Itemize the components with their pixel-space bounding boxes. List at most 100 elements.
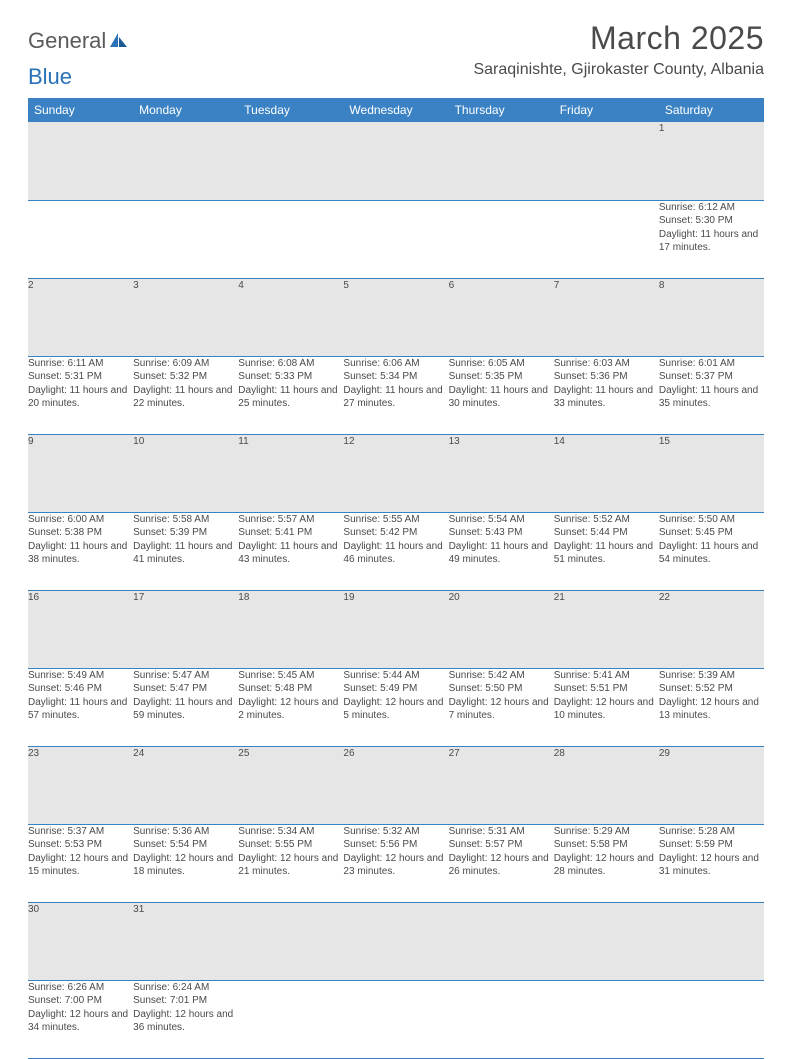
day-detail: Sunrise: 5:54 AMSunset: 5:43 PMDaylight:… <box>449 512 554 590</box>
sunrise-text: Sunrise: 5:57 AM <box>238 513 343 527</box>
sunrise-text: Sunrise: 6:24 AM <box>133 981 238 995</box>
sunset-text: Sunset: 5:31 PM <box>28 370 133 384</box>
daylight-text: Daylight: 12 hours and 26 minutes. <box>449 852 554 879</box>
sunrise-text: Sunrise: 5:31 AM <box>449 825 554 839</box>
day-number: 30 <box>28 902 133 980</box>
day-number <box>133 122 238 200</box>
day-detail: Sunrise: 5:57 AMSunset: 5:41 PMDaylight:… <box>238 512 343 590</box>
day-number: 13 <box>449 434 554 512</box>
location-subtitle: Saraqinishte, Gjirokaster County, Albani… <box>473 61 764 79</box>
day-detail <box>343 980 448 1058</box>
sunset-text: Sunset: 5:48 PM <box>238 682 343 696</box>
day-number: 12 <box>343 434 448 512</box>
daylight-text: Daylight: 11 hours and 30 minutes. <box>449 384 554 411</box>
day-number <box>238 122 343 200</box>
day-header: Thursday <box>449 98 554 122</box>
day-header: Saturday <box>659 98 764 122</box>
sunrise-text: Sunrise: 6:09 AM <box>133 357 238 371</box>
logo-sail-icon <box>109 28 131 54</box>
day-number: 31 <box>133 902 238 980</box>
day-detail: Sunrise: 5:45 AMSunset: 5:48 PMDaylight:… <box>238 668 343 746</box>
day-detail: Sunrise: 6:24 AMSunset: 7:01 PMDaylight:… <box>133 980 238 1058</box>
daylight-text: Daylight: 12 hours and 5 minutes. <box>343 696 448 723</box>
daylight-text: Daylight: 11 hours and 38 minutes. <box>28 540 133 567</box>
daylight-text: Daylight: 11 hours and 41 minutes. <box>133 540 238 567</box>
sunrise-text: Sunrise: 5:45 AM <box>238 669 343 683</box>
daylight-text: Daylight: 11 hours and 43 minutes. <box>238 540 343 567</box>
day-detail: Sunrise: 5:58 AMSunset: 5:39 PMDaylight:… <box>133 512 238 590</box>
daylight-text: Daylight: 12 hours and 21 minutes. <box>238 852 343 879</box>
day-detail: Sunrise: 6:01 AMSunset: 5:37 PMDaylight:… <box>659 356 764 434</box>
day-detail <box>554 980 659 1058</box>
sunset-text: Sunset: 5:58 PM <box>554 838 659 852</box>
sunset-text: Sunset: 5:42 PM <box>343 526 448 540</box>
day-number <box>554 902 659 980</box>
logo-text-1: General <box>28 28 106 53</box>
sunset-text: Sunset: 5:47 PM <box>133 682 238 696</box>
sunrise-text: Sunrise: 5:42 AM <box>449 669 554 683</box>
daylight-text: Daylight: 12 hours and 36 minutes. <box>133 1008 238 1035</box>
sunrise-text: Sunrise: 6:12 AM <box>659 201 764 215</box>
sunset-text: Sunset: 5:51 PM <box>554 682 659 696</box>
sunset-text: Sunset: 5:53 PM <box>28 838 133 852</box>
daylight-text: Daylight: 12 hours and 31 minutes. <box>659 852 764 879</box>
sunrise-text: Sunrise: 5:44 AM <box>343 669 448 683</box>
day-number: 22 <box>659 590 764 668</box>
daylight-text: Daylight: 12 hours and 34 minutes. <box>28 1008 133 1035</box>
day-number <box>659 902 764 980</box>
day-number: 15 <box>659 434 764 512</box>
day-detail: Sunrise: 5:39 AMSunset: 5:52 PMDaylight:… <box>659 668 764 746</box>
day-header: Wednesday <box>343 98 448 122</box>
daylight-text: Daylight: 12 hours and 13 minutes. <box>659 696 764 723</box>
sunset-text: Sunset: 5:46 PM <box>28 682 133 696</box>
sunset-text: Sunset: 5:50 PM <box>449 682 554 696</box>
day-detail <box>238 980 343 1058</box>
daylight-text: Daylight: 12 hours and 28 minutes. <box>554 852 659 879</box>
day-number: 29 <box>659 746 764 824</box>
day-number <box>449 902 554 980</box>
sunrise-text: Sunrise: 6:03 AM <box>554 357 659 371</box>
day-detail: Sunrise: 5:37 AMSunset: 5:53 PMDaylight:… <box>28 824 133 902</box>
sunrise-text: Sunrise: 5:28 AM <box>659 825 764 839</box>
day-detail <box>449 980 554 1058</box>
daylight-text: Daylight: 12 hours and 10 minutes. <box>554 696 659 723</box>
day-detail: Sunrise: 6:00 AMSunset: 5:38 PMDaylight:… <box>28 512 133 590</box>
daylight-text: Daylight: 11 hours and 25 minutes. <box>238 384 343 411</box>
day-number: 6 <box>449 278 554 356</box>
daylight-text: Daylight: 12 hours and 23 minutes. <box>343 852 448 879</box>
day-header: Sunday <box>28 98 133 122</box>
day-detail <box>343 200 448 278</box>
calendar-body: 1Sunrise: 6:12 AMSunset: 5:30 PM Daylight… <box>28 122 764 1058</box>
day-detail: Sunrise: 6:26 AMSunset: 7:00 PMDaylight:… <box>28 980 133 1058</box>
day-detail: Sunrise: 5:41 AMSunset: 5:51 PMDaylight:… <box>554 668 659 746</box>
daylight-text: Daylight: 11 hours and 46 minutes. <box>343 540 448 567</box>
day-number <box>343 902 448 980</box>
day-number: 1 <box>659 122 764 200</box>
day-number: 17 <box>133 590 238 668</box>
daylight-text: Daylight: 12 hours and 15 minutes. <box>28 852 133 879</box>
sunset-text: Sunset: 5:38 PM <box>28 526 133 540</box>
sunset-text: Sunset: 5:37 PM <box>659 370 764 384</box>
sunrise-text: Sunrise: 6:06 AM <box>343 357 448 371</box>
daylight-text: Daylight: 11 hours and 57 minutes. <box>28 696 133 723</box>
day-number <box>238 902 343 980</box>
sunset-text: Sunset: 5:44 PM <box>554 526 659 540</box>
day-number <box>343 122 448 200</box>
sunset-text: Sunset: 5:36 PM <box>554 370 659 384</box>
calendar-header-row: SundayMondayTuesdayWednesdayThursdayFrid… <box>28 98 764 122</box>
daylight-text: Daylight: 11 hours and 22 minutes. <box>133 384 238 411</box>
day-detail: Sunrise: 5:28 AMSunset: 5:59 PMDaylight:… <box>659 824 764 902</box>
day-detail: Sunrise: 5:47 AMSunset: 5:47 PMDaylight:… <box>133 668 238 746</box>
sunset-text: Sunset: 5:32 PM <box>133 370 238 384</box>
day-detail: Sunrise: 5:44 AMSunset: 5:49 PMDaylight:… <box>343 668 448 746</box>
sunrise-text: Sunrise: 5:36 AM <box>133 825 238 839</box>
sunrise-text: Sunrise: 5:47 AM <box>133 669 238 683</box>
day-number: 26 <box>343 746 448 824</box>
day-detail <box>659 980 764 1058</box>
sunrise-text: Sunrise: 6:08 AM <box>238 357 343 371</box>
day-detail: Sunrise: 6:08 AMSunset: 5:33 PMDaylight:… <box>238 356 343 434</box>
sunrise-text: Sunrise: 6:05 AM <box>449 357 554 371</box>
day-detail: Sunrise: 6:09 AMSunset: 5:32 PMDaylight:… <box>133 356 238 434</box>
sunset-text: Sunset: 5:30 PM <box>659 214 764 228</box>
day-header: Monday <box>133 98 238 122</box>
